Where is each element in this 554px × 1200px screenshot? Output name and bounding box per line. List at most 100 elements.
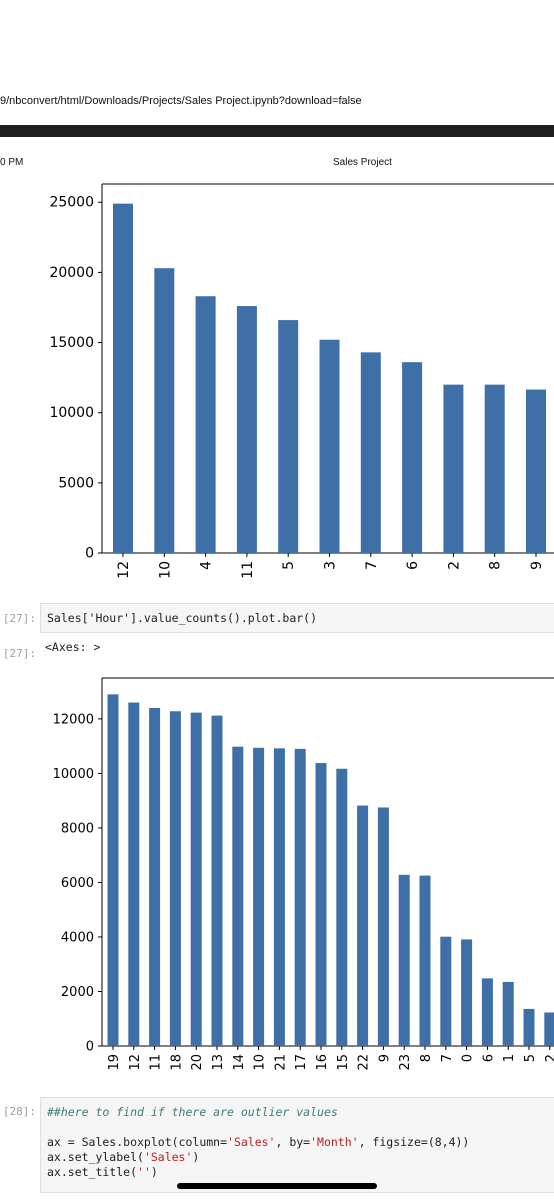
x-tick-label: 20 [190,1054,205,1071]
bar-12 [128,702,140,1046]
bar-5 [523,1008,535,1046]
bar-20 [190,712,202,1046]
code-part: ) [150,1165,158,1179]
x-tick-label: 7 [364,561,380,570]
x-tick-label: 21 [273,1054,288,1071]
code-part: , figsize=(8,4)) [358,1135,470,1149]
code-part: ax = Sales.boxplot(column= [47,1135,228,1149]
code-cell-28[interactable]: ##here to find if there are outlier valu… [40,1097,554,1193]
code-line-boxplot: ax = Sales.boxplot(column='Sales', by='M… [47,1135,554,1150]
bar-7 [360,352,381,553]
bar-13 [211,715,223,1046]
x-tick-label: 8 [488,561,504,570]
bar-15 [336,768,348,1046]
code-part: ax.set_ylabel( [47,1150,144,1164]
y-tick-label: 0 [86,1040,94,1055]
y-tick-label: 0 [85,546,94,562]
bar-6 [402,362,423,553]
bar-16 [315,763,327,1046]
x-tick-label: 15 [336,1054,351,1071]
y-tick-label: 10000 [53,767,94,782]
bar-3 [319,339,340,553]
x-tick-label: 5 [281,561,297,570]
x-tick-label: 7 [440,1054,455,1062]
bar-18 [169,711,181,1046]
bar-1 [502,981,514,1046]
x-tick-label: 10 [157,561,173,579]
page-title: Sales Project [333,157,392,168]
x-tick-label: 8 [419,1054,434,1062]
bar-12 [113,203,133,553]
bar-8 [484,384,505,553]
y-tick-label: 20000 [49,265,94,281]
code-part: ) [192,1150,200,1164]
bar-2 [443,384,464,553]
input-prompt-27: [27]: [2,612,36,625]
x-tick-label: 6 [481,1054,496,1062]
code-cell-27[interactable]: Sales['Hour'].value_counts().plot.bar() [40,603,554,633]
code-blank-line [47,1120,554,1135]
bar-6 [481,978,493,1046]
x-tick-label: 9 [377,1054,392,1062]
home-indicator [177,1183,377,1189]
x-tick-label: 5 [523,1054,538,1062]
address-bar-url[interactable]: 9/nbconvert/html/Downloads/Projects/Sale… [0,95,362,107]
code-comment-line: ##here to find if there are outlier valu… [47,1105,554,1120]
y-tick-label: 2000 [61,985,94,1000]
input-prompt-28: [28]: [2,1105,36,1118]
x-tick-label: 12 [128,1054,143,1071]
x-tick-label: 9 [529,561,545,570]
x-tick-label: 14 [232,1054,247,1071]
bar-7 [440,936,452,1046]
bar-10 [154,268,175,553]
bar-5 [278,320,299,553]
x-tick-label: 16 [315,1054,330,1071]
code-string: 'Month' [310,1135,359,1149]
y-tick-label: 6000 [61,876,94,891]
code-part: ax.set_title( [47,1165,138,1179]
bar-8 [419,875,431,1046]
y-tick-label: 4000 [61,930,94,945]
code-line-ylabel: ax.set_ylabel('Sales') [47,1150,554,1165]
header-time: 0 PM [0,157,24,168]
y-tick-label: 10000 [49,405,94,421]
x-tick-label: 19 [107,1054,122,1071]
browser-toolbar [0,125,554,137]
x-tick-label: 18 [169,1054,184,1071]
code-text: Sales['Hour'].value_counts().plot.bar() [47,611,318,625]
x-tick-label: 2 [544,1054,554,1062]
x-tick-label: 13 [211,1054,226,1071]
bar-19 [107,694,119,1046]
y-tick-label: 12000 [53,712,94,727]
x-tick-label: 10 [253,1054,268,1071]
bar-14 [232,746,244,1046]
bar-11 [149,707,161,1046]
bar-4 [195,296,216,553]
code-string: 'Sales' [143,1150,193,1164]
x-tick-label: 22 [357,1054,372,1071]
x-tick-label: 0 [461,1054,476,1062]
bar-23 [398,874,410,1046]
bar-9 [526,389,546,553]
bar-21 [273,748,285,1046]
code-string: '' [137,1165,151,1179]
x-tick-label: 11 [149,1054,164,1071]
x-tick-label: 11 [240,561,256,579]
y-tick-label: 25000 [49,195,94,211]
bar-22 [357,805,369,1046]
bar-0 [461,939,473,1046]
x-tick-label: 4 [199,561,215,570]
code-part: , by= [275,1135,311,1149]
x-tick-label: 12 [116,561,132,579]
bar-17 [294,748,306,1046]
bar-9 [377,807,389,1046]
y-tick-label: 5000 [58,475,94,491]
bar-chart-months: 0 5000 10000 15000 20000 25000 12 10 4 11 5 3 7 6 2 8 9 [49,183,554,579]
x-tick-label: 6 [405,561,421,570]
bar-11 [236,306,257,553]
x-tick-label: 17 [294,1054,309,1071]
bar-10 [253,747,265,1046]
y-tick-label: 15000 [49,335,94,351]
bar-2 [544,1012,554,1046]
